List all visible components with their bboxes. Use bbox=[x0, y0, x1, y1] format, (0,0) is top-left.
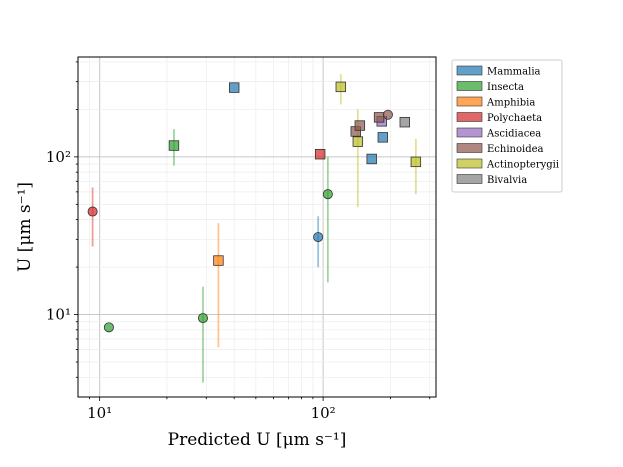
y-axis-label: U [μm s⁻¹] bbox=[15, 182, 35, 272]
data-point-square bbox=[354, 120, 366, 131]
legend: Mammalia Insecta Amphibia Polychaeta Ascidia… bbox=[451, 59, 563, 193]
legend-swatch bbox=[456, 112, 483, 122]
legend-label: Bivalvia bbox=[487, 175, 527, 186]
data-point-square bbox=[314, 148, 326, 160]
data-point-square bbox=[352, 136, 364, 147]
legend-label: Ascidiacea bbox=[486, 129, 541, 140]
data-points bbox=[87, 81, 422, 333]
data-point-square bbox=[213, 255, 224, 266]
data-point-square bbox=[335, 81, 347, 93]
x-tick-label: 10¹ bbox=[87, 404, 112, 422]
legend-label: Polychaeta bbox=[487, 113, 542, 124]
tick-labels: 10¹ 10² 10¹ 10² bbox=[46, 148, 336, 422]
legend-swatch bbox=[456, 158, 483, 169]
data-point-square bbox=[228, 82, 240, 93]
grid bbox=[78, 57, 436, 397]
legend-swatch bbox=[456, 127, 483, 138]
legend-swatch bbox=[456, 65, 483, 76]
data-point-circle bbox=[197, 313, 208, 324]
legend-swatch bbox=[456, 174, 483, 184]
legend-label: Echinoidea bbox=[487, 144, 544, 155]
legend-label: Mammalia bbox=[487, 67, 541, 78]
data-point-square bbox=[399, 116, 410, 128]
data-point-circle bbox=[382, 109, 393, 120]
data-point-circle bbox=[103, 322, 114, 333]
data-point-circle bbox=[322, 189, 333, 200]
error-bars bbox=[91, 74, 417, 383]
data-point-circle bbox=[87, 206, 98, 217]
data-point-square bbox=[410, 156, 422, 168]
legend-label: Actinopterygii bbox=[486, 160, 559, 171]
data-point-square bbox=[373, 112, 385, 123]
x-axis-label: Predicted U [μm s⁻¹] bbox=[168, 430, 347, 450]
legend-label: Amphibia bbox=[486, 98, 535, 109]
axes bbox=[74, 56, 437, 401]
data-point-square bbox=[377, 132, 389, 143]
legend-swatch bbox=[456, 143, 483, 153]
y-tick-label: 10² bbox=[46, 148, 71, 166]
legend-label: Insecta bbox=[487, 82, 524, 93]
x-tick-label: 10² bbox=[311, 404, 336, 422]
data-point-square bbox=[366, 153, 377, 165]
legend-swatch bbox=[456, 96, 483, 107]
data-point-circle bbox=[313, 232, 324, 243]
plot-frame bbox=[77, 56, 437, 398]
y-tick-label: 10¹ bbox=[46, 306, 71, 324]
legend-swatch bbox=[456, 81, 483, 91]
legend-box bbox=[451, 59, 563, 193]
data-point-square bbox=[168, 140, 180, 151]
